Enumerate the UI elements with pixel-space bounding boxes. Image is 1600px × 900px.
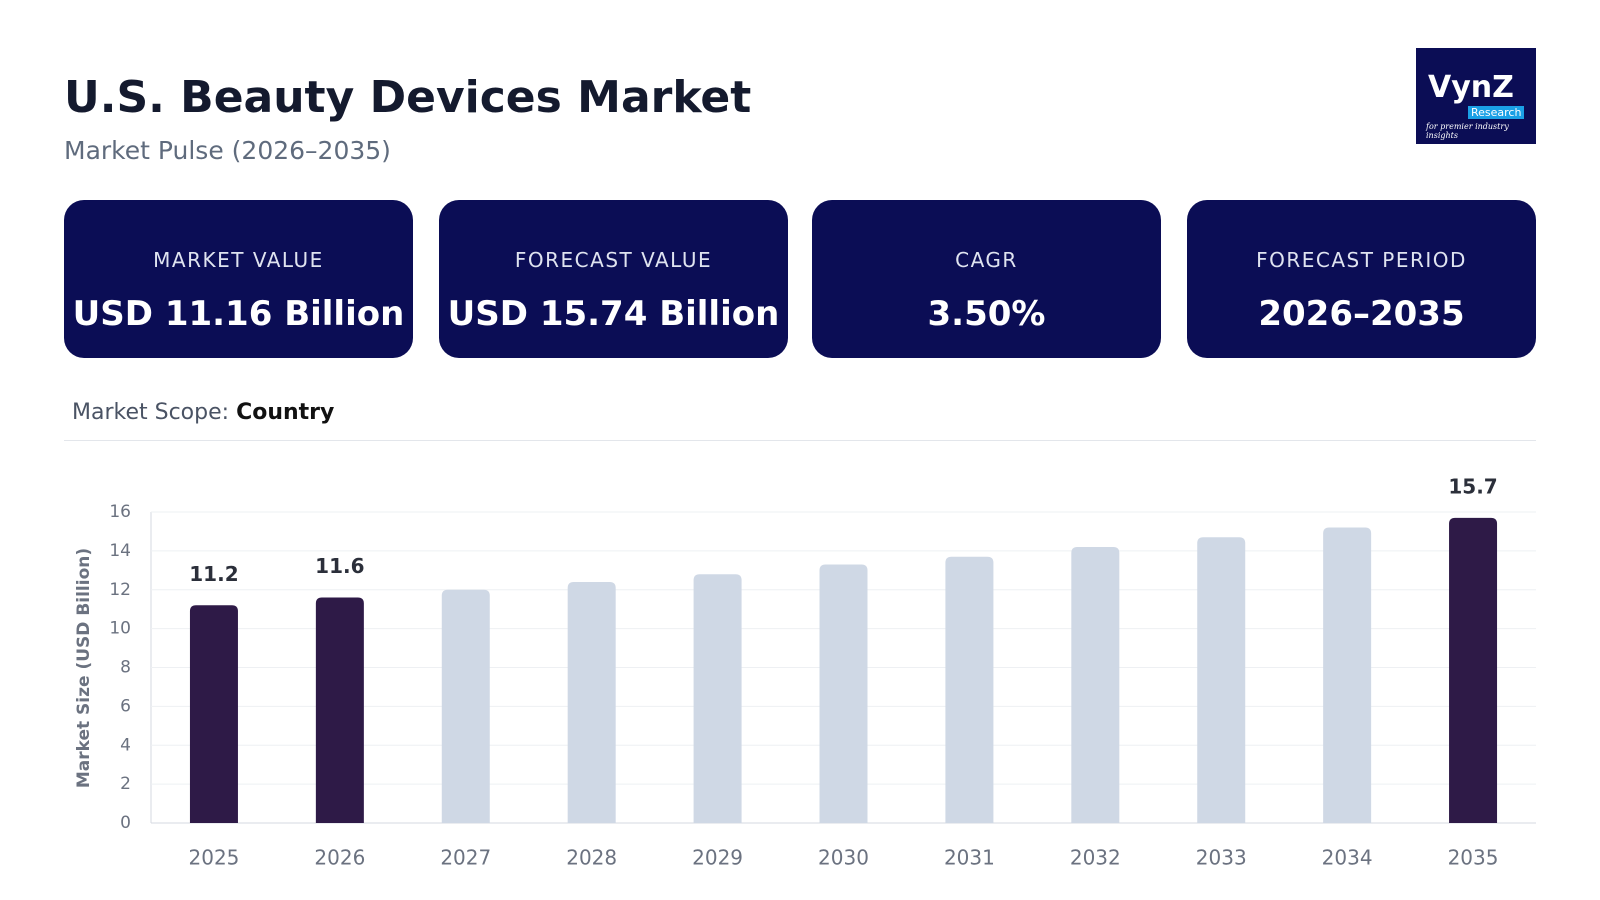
x-tick-label: 2035: [1448, 846, 1499, 870]
bar: [693, 574, 742, 823]
bar: [819, 564, 868, 823]
scope-value: Country: [236, 400, 335, 425]
logo: VynZ Research for premier industry insig…: [1416, 48, 1536, 144]
bar: [567, 581, 616, 823]
x-tick-label: 2027: [440, 846, 491, 870]
stat-card: FORECAST VALUE USD 15.74 Billion: [439, 200, 788, 358]
bar: [1449, 517, 1498, 823]
x-tick-label: 2028: [566, 846, 617, 870]
card-label: FORECAST PERIOD: [1256, 248, 1467, 272]
y-tick-label: 0: [120, 813, 131, 833]
bar: [945, 556, 994, 823]
value-label: 15.7: [1448, 474, 1497, 498]
x-tick-label: 2031: [944, 846, 995, 870]
chart: Market Size (USD Billion) 0 2 4 6 8 10 12 14 16 2…: [74, 474, 1536, 870]
title: U.S. Beauty Devices Market: [64, 72, 752, 123]
y-tick-label: 6: [120, 696, 131, 716]
scope: Market Scope: Country: [72, 400, 334, 425]
card-label: CAGR: [955, 248, 1018, 272]
card-value: 3.50%: [927, 294, 1046, 334]
x-tick-label: 2029: [692, 846, 743, 870]
y-tick-label: 2: [120, 774, 131, 794]
logo-tag: Research: [1468, 106, 1525, 119]
logo-tagline: for premier industry insights: [1426, 122, 1509, 140]
y-tick-label: 16: [109, 502, 131, 522]
y-tick-label: 10: [109, 619, 131, 639]
value-label: 11.6: [315, 554, 364, 578]
bar: [315, 597, 364, 823]
x-tick-label: 2026: [314, 846, 365, 870]
bar: [1197, 537, 1246, 823]
x-tick-label: 2032: [1070, 846, 1121, 870]
scope-label: Market Scope:: [72, 400, 230, 425]
divider: [64, 440, 1536, 441]
y-tick-label: 12: [109, 580, 131, 600]
bar: [1323, 527, 1372, 823]
logo-name: VynZ: [1428, 70, 1514, 105]
x-tick-label: 2034: [1322, 846, 1373, 870]
y-tick-label: 8: [120, 658, 131, 678]
card-value: USD 15.74 Billion: [447, 294, 780, 334]
card-label: FORECAST VALUE: [514, 248, 713, 272]
card-value: 2026–2035: [1258, 294, 1465, 334]
x-tick-label: 2033: [1196, 846, 1247, 870]
x-tick-label: 2030: [818, 846, 869, 870]
y-axis-title: Market Size (USD Billion): [74, 548, 94, 788]
bar: [441, 589, 490, 823]
card-label: MARKET VALUE: [153, 248, 324, 272]
card-value: USD 11.16 Billion: [72, 294, 405, 334]
value-label: 11.2: [189, 562, 238, 586]
x-tick-label: 2025: [189, 846, 240, 870]
bar: [189, 605, 238, 823]
subtitle: Market Pulse (2026–2035): [64, 136, 391, 165]
y-tick-label: 4: [120, 735, 131, 755]
bar: [1071, 546, 1120, 823]
stat-card: CAGR 3.50%: [812, 200, 1161, 358]
stat-card: MARKET VALUE USD 11.16 Billion: [64, 200, 413, 358]
stat-card: FORECAST PERIOD 2026–2035: [1187, 200, 1536, 358]
y-tick-label: 14: [109, 541, 131, 561]
